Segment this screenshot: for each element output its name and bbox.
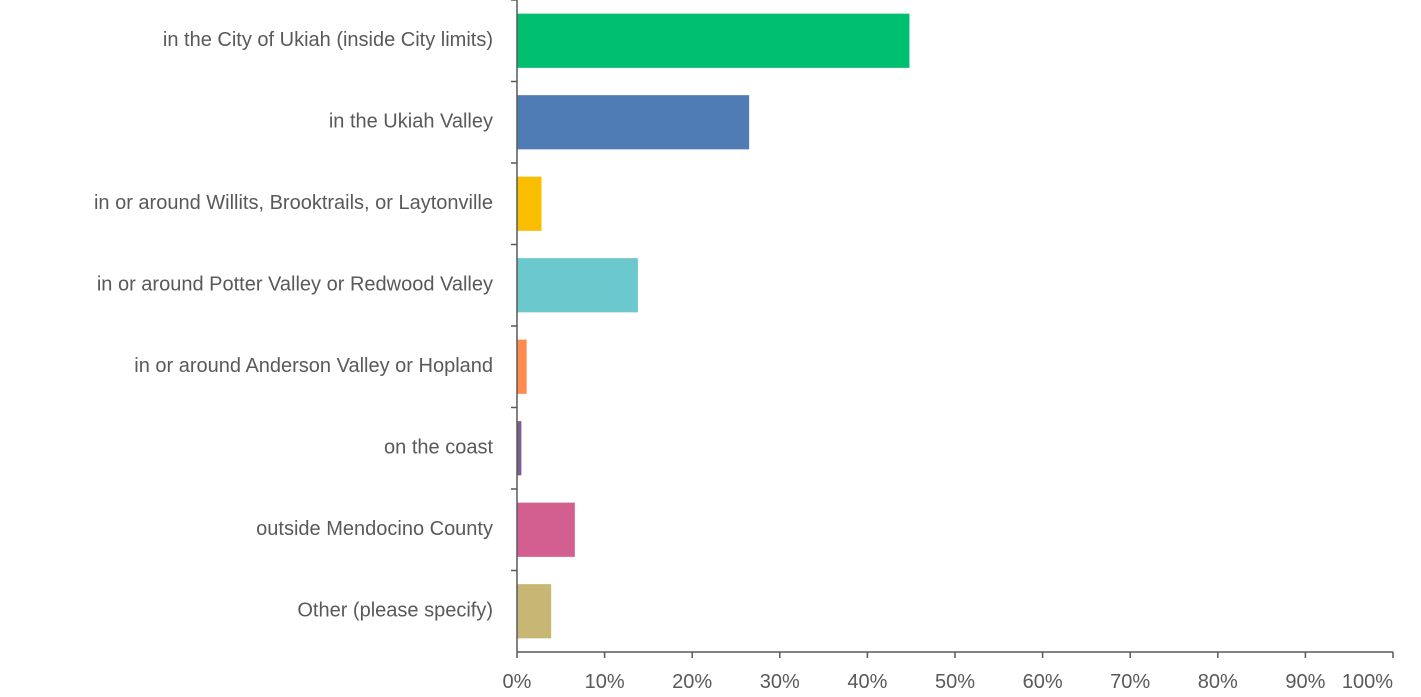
x-tick-label: 30% xyxy=(760,671,800,693)
category-label: Other (please specify) xyxy=(297,600,493,622)
x-axis-ticks: 0% 10% 20% 30% 40% 50% 60% 70% 80% 90% 100% xyxy=(503,0,1394,693)
bar-1 xyxy=(517,13,910,68)
bar-8 xyxy=(517,584,552,639)
category-label: in or around Anderson Valley or Hopland xyxy=(134,355,493,377)
bars xyxy=(517,13,910,639)
category-label: in or around Willits, Brooktrails, or La… xyxy=(94,192,493,214)
x-tick-label: 70% xyxy=(1110,671,1150,693)
bar-3 xyxy=(517,176,542,231)
x-tick-label: 50% xyxy=(935,671,975,693)
category-label: in the City of Ukiah (inside City limits… xyxy=(163,29,493,51)
category-label: outside Mendocino County xyxy=(256,518,493,540)
bar-5 xyxy=(517,339,527,394)
x-tick-label: 80% xyxy=(1198,671,1238,693)
x-tick-label: 90% xyxy=(1285,671,1325,693)
category-label: in the Ukiah Valley xyxy=(329,111,493,133)
bar-7 xyxy=(517,502,575,557)
bar-2 xyxy=(517,95,750,150)
category-label: on the coast xyxy=(384,437,493,459)
x-tick-label: 10% xyxy=(585,671,625,693)
category-label: in or around Potter Valley or Redwood Va… xyxy=(97,274,493,296)
x-tick-label: 40% xyxy=(847,671,887,693)
x-tick-label: 0% xyxy=(503,671,532,693)
category-labels: in the City of Ukiah (inside City limits… xyxy=(94,29,493,622)
x-tick-label: 20% xyxy=(672,671,712,693)
bar-4 xyxy=(517,258,638,313)
x-tick-label: 60% xyxy=(1023,671,1063,693)
bar-6 xyxy=(517,421,522,476)
x-tick-label: 100% xyxy=(1342,671,1393,693)
